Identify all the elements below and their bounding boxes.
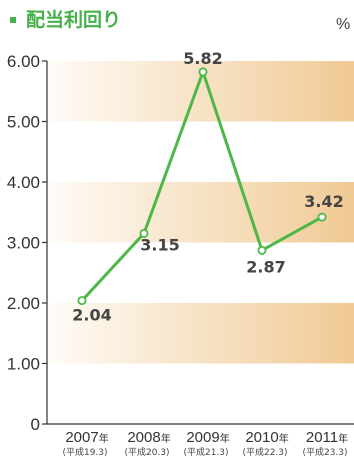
x-tick-label: 2010年: [245, 429, 288, 446]
data-label: 5.82: [183, 49, 222, 68]
x-tick-label: 2008年: [127, 429, 170, 446]
data-label: 2.04: [72, 306, 111, 325]
unit-label: %: [336, 16, 350, 33]
y-tick-label: 1.00: [7, 355, 40, 374]
x-tick-sublabel: (平成20.3): [124, 446, 169, 458]
y-tick-label: 0: [31, 415, 40, 434]
y-tick-label: 3.00: [7, 234, 40, 253]
background-band: [47, 303, 354, 364]
x-tick-sublabel: (平成23.3): [302, 446, 347, 458]
background-band: [47, 182, 354, 243]
x-tick-sublabel: (平成21.3): [183, 446, 228, 458]
x-axis: 2007年(平成19.3) 2008年(平成20.3) 2009年(平成21.3) 2…: [62, 429, 348, 458]
y-tick-label: 5.00: [7, 113, 40, 132]
data-point: [77, 296, 87, 306]
y-tick-label: 6.00: [7, 52, 40, 71]
y-axis: 0 1.00 2.00 3.00 4.00 5.00 6.00: [7, 52, 47, 434]
title-bullet-icon: [10, 17, 16, 23]
data-label: 2.87: [246, 257, 285, 276]
y-tick-label: 4.00: [7, 173, 40, 192]
chart-title: 配当利回り: [26, 8, 121, 31]
x-tick-sublabel: (平成19.3): [62, 446, 107, 458]
data-point: [257, 245, 267, 255]
data-label: 3.15: [140, 235, 179, 254]
series-group: 2.04 3.15 5.82 2.87 3.42: [72, 49, 343, 325]
x-tick-sublabel: (平成22.3): [242, 446, 287, 458]
y-tick-label: 2.00: [7, 294, 40, 313]
x-tick-label: 2009年: [186, 429, 229, 446]
data-point: [139, 228, 149, 238]
data-label: 3.42: [304, 192, 343, 211]
data-point: [317, 212, 327, 222]
x-tick-label: 2011年: [306, 429, 348, 446]
data-point: [198, 67, 208, 77]
x-tick-label: 2007年: [65, 429, 108, 446]
